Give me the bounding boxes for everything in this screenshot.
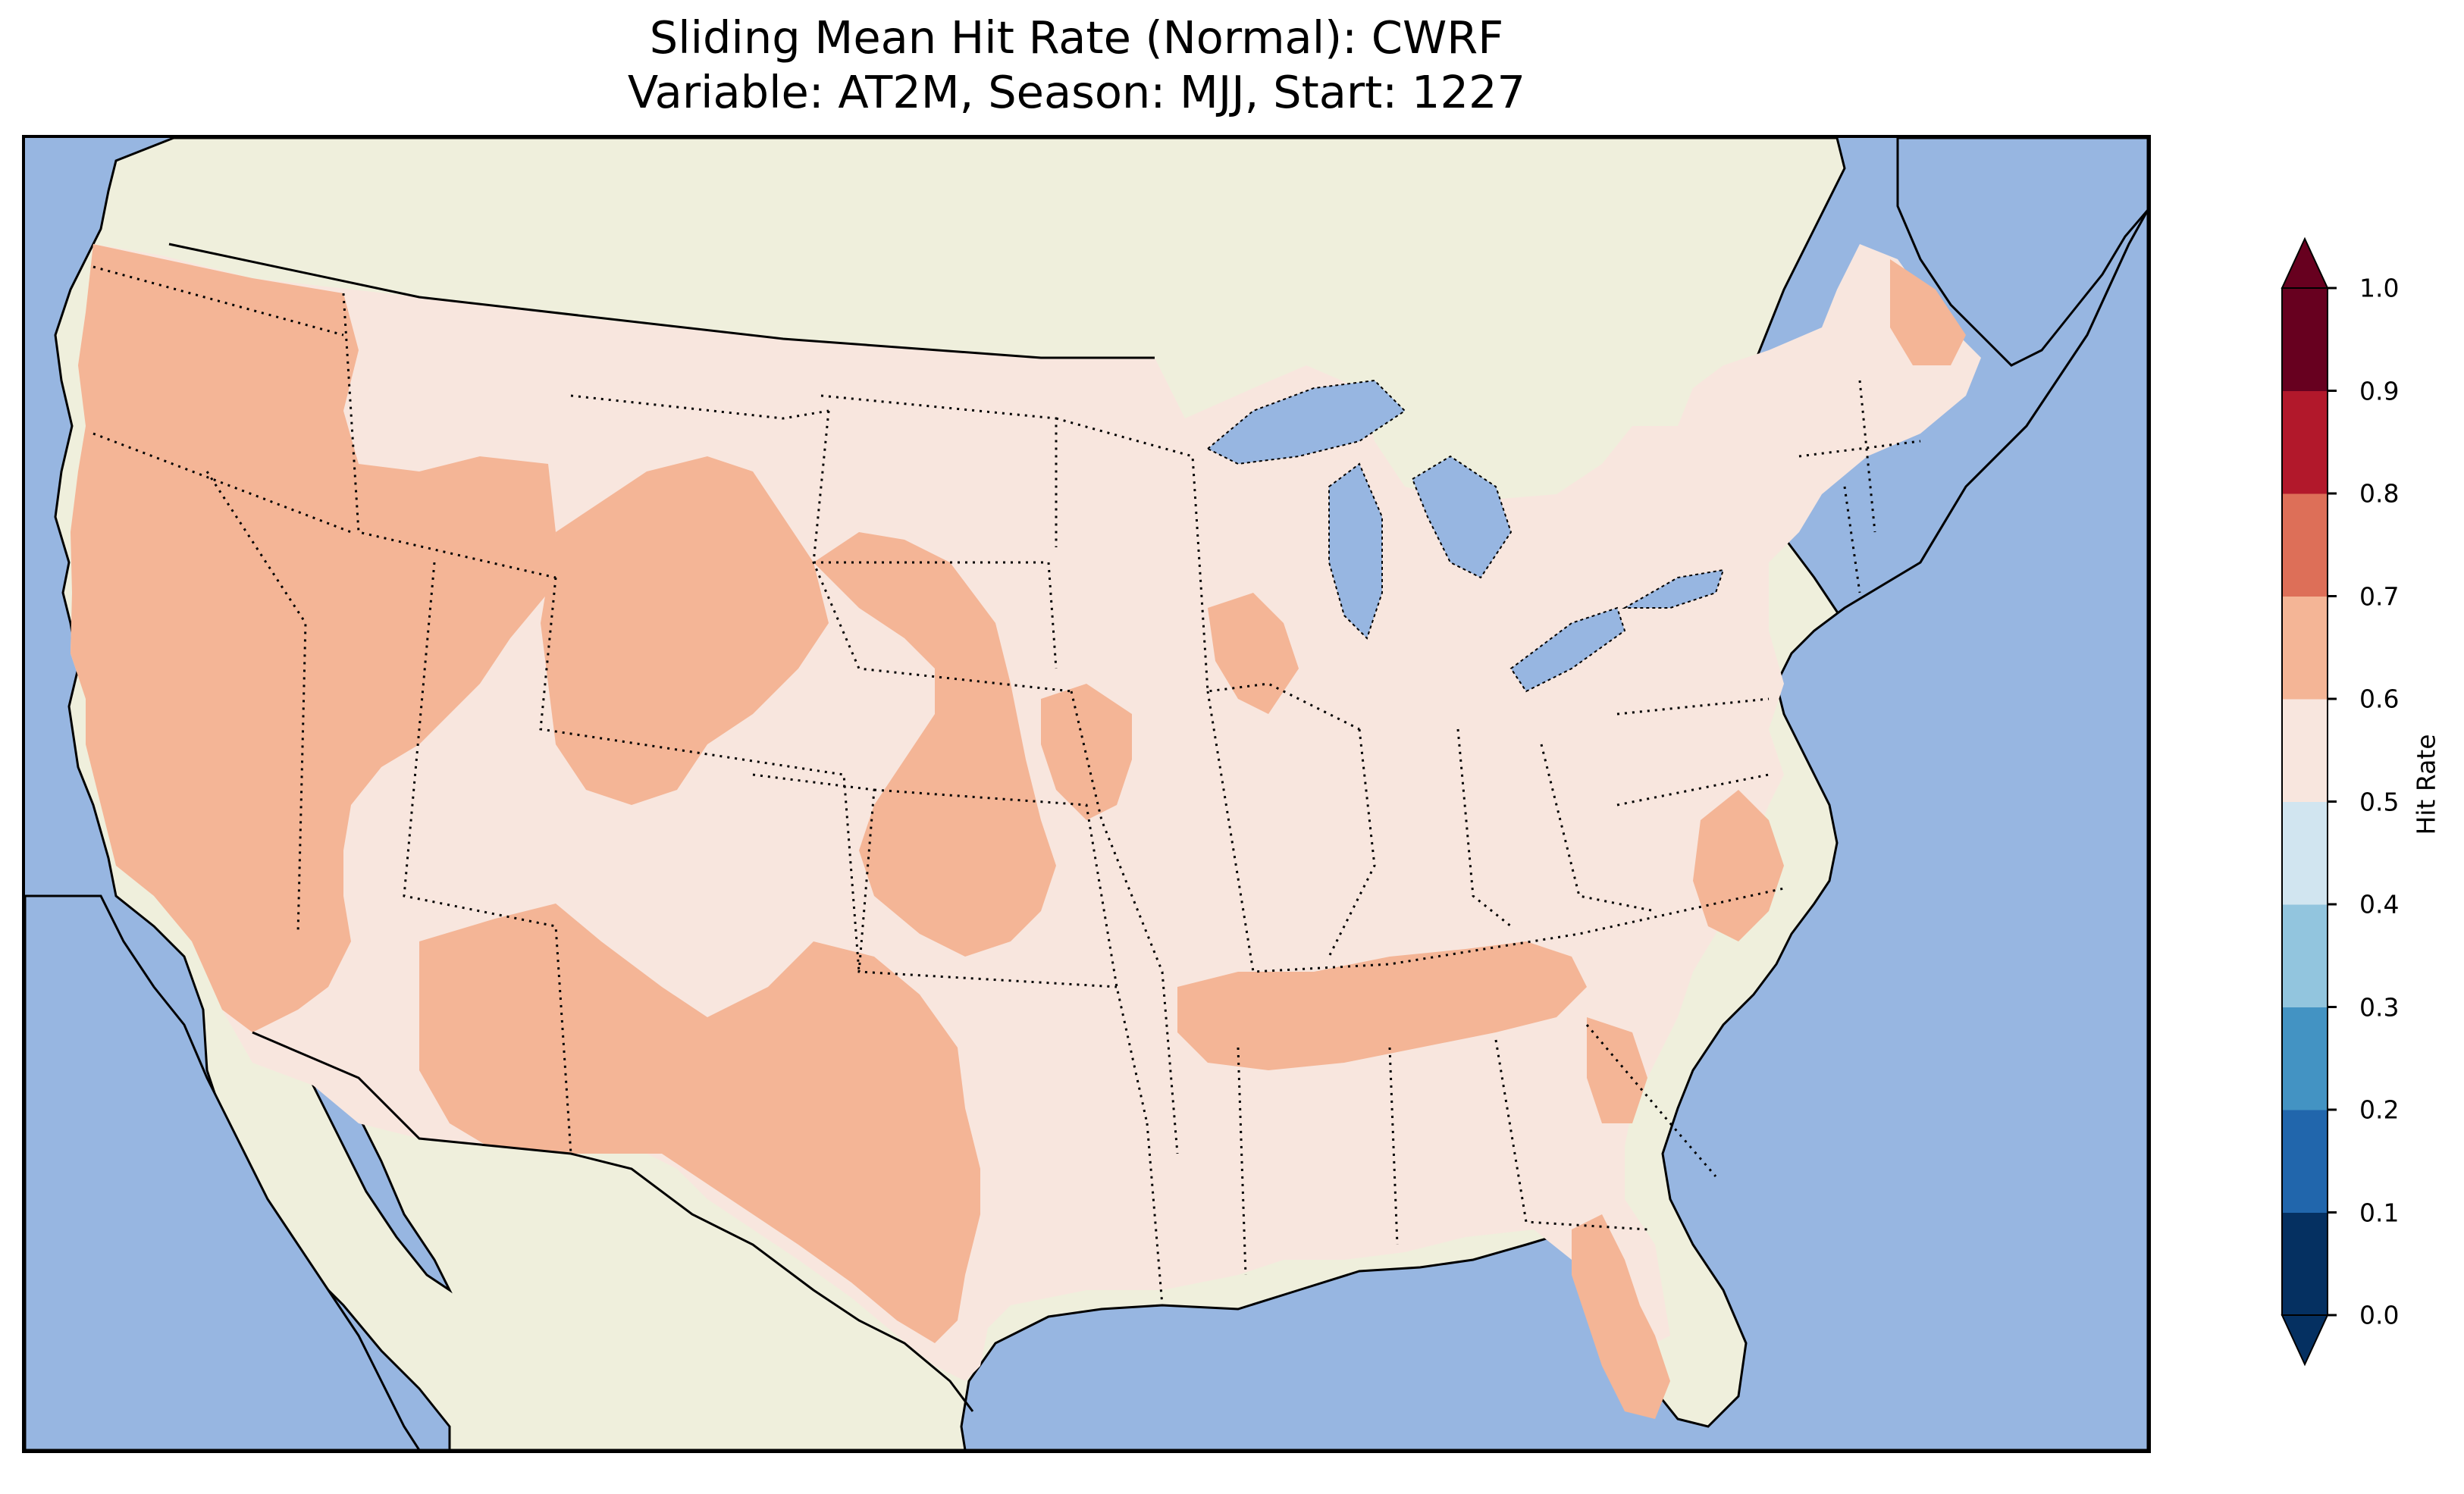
colorbar-tick-label: 0.6: [2359, 684, 2400, 714]
colorbar-bin: [2282, 493, 2328, 597]
baja-west-coast: [25, 894, 421, 1450]
great-lakes: [1206, 379, 1725, 693]
colorbar-bin: [2282, 596, 2328, 700]
colorbar-tick-label: 0.2: [2359, 1095, 2400, 1125]
colorbar-bin: [2282, 1212, 2328, 1316]
colorbar-tick-label: 0.1: [2359, 1198, 2400, 1227]
gulf-of-mexico: [960, 207, 2148, 1450]
map-frame[interactable]: [22, 135, 2151, 1453]
colorbar-tick-label: 0.8: [2359, 478, 2400, 509]
colorbar-tick-label: 1.0: [2359, 273, 2400, 303]
colorbar-tick-label: 0.3: [2359, 992, 2400, 1022]
colorbar-extend-under: [2281, 1314, 2329, 1367]
colorbar-bin: [2282, 699, 2328, 802]
colorbar-tick-label: 0.0: [2359, 1300, 2400, 1330]
gulf-of-st-lawrence: [1896, 138, 2148, 367]
colorbar-label: Hit Rate: [2411, 734, 2441, 835]
page-title: Sliding Mean Hit Rate (Normal): CWRF Var…: [0, 11, 2153, 120]
colorbar: [2281, 236, 2337, 1367]
colorbar-bin: [2282, 801, 2328, 905]
colorbar-tick-label: 0.7: [2359, 581, 2400, 611]
colorbar-bin: [2282, 390, 2328, 494]
colorbar-ticks: [2328, 287, 2337, 1317]
field-0.6-0.7: [71, 244, 1966, 1419]
colorbar-bin: [2282, 904, 2328, 1007]
border-us-canada: [168, 243, 1155, 359]
colorbar-bin: [2282, 1007, 2328, 1110]
colorbar-tick-label: 0.5: [2359, 787, 2400, 816]
colorbar-bins: [2282, 288, 2328, 1316]
title-line-1: Sliding Mean Hit Rate (Normal): CWRF: [649, 11, 1504, 64]
colorbar-bin: [2282, 288, 2328, 391]
map-svg: [25, 138, 2148, 1450]
colorbar-tick-label: 0.9: [2359, 376, 2400, 406]
colorbar-extend-over: [2281, 236, 2329, 289]
colorbar-bin: [2282, 1110, 2328, 1213]
colorbar-outline: [2281, 287, 2328, 1316]
border-us-mexico: [252, 1031, 974, 1412]
colorbar-tick-label: 0.4: [2359, 889, 2400, 919]
title-line-2: Variable: AT2M, Season: MJJ, Start: 1227: [627, 66, 1526, 118]
state-borders: [92, 265, 1921, 1306]
